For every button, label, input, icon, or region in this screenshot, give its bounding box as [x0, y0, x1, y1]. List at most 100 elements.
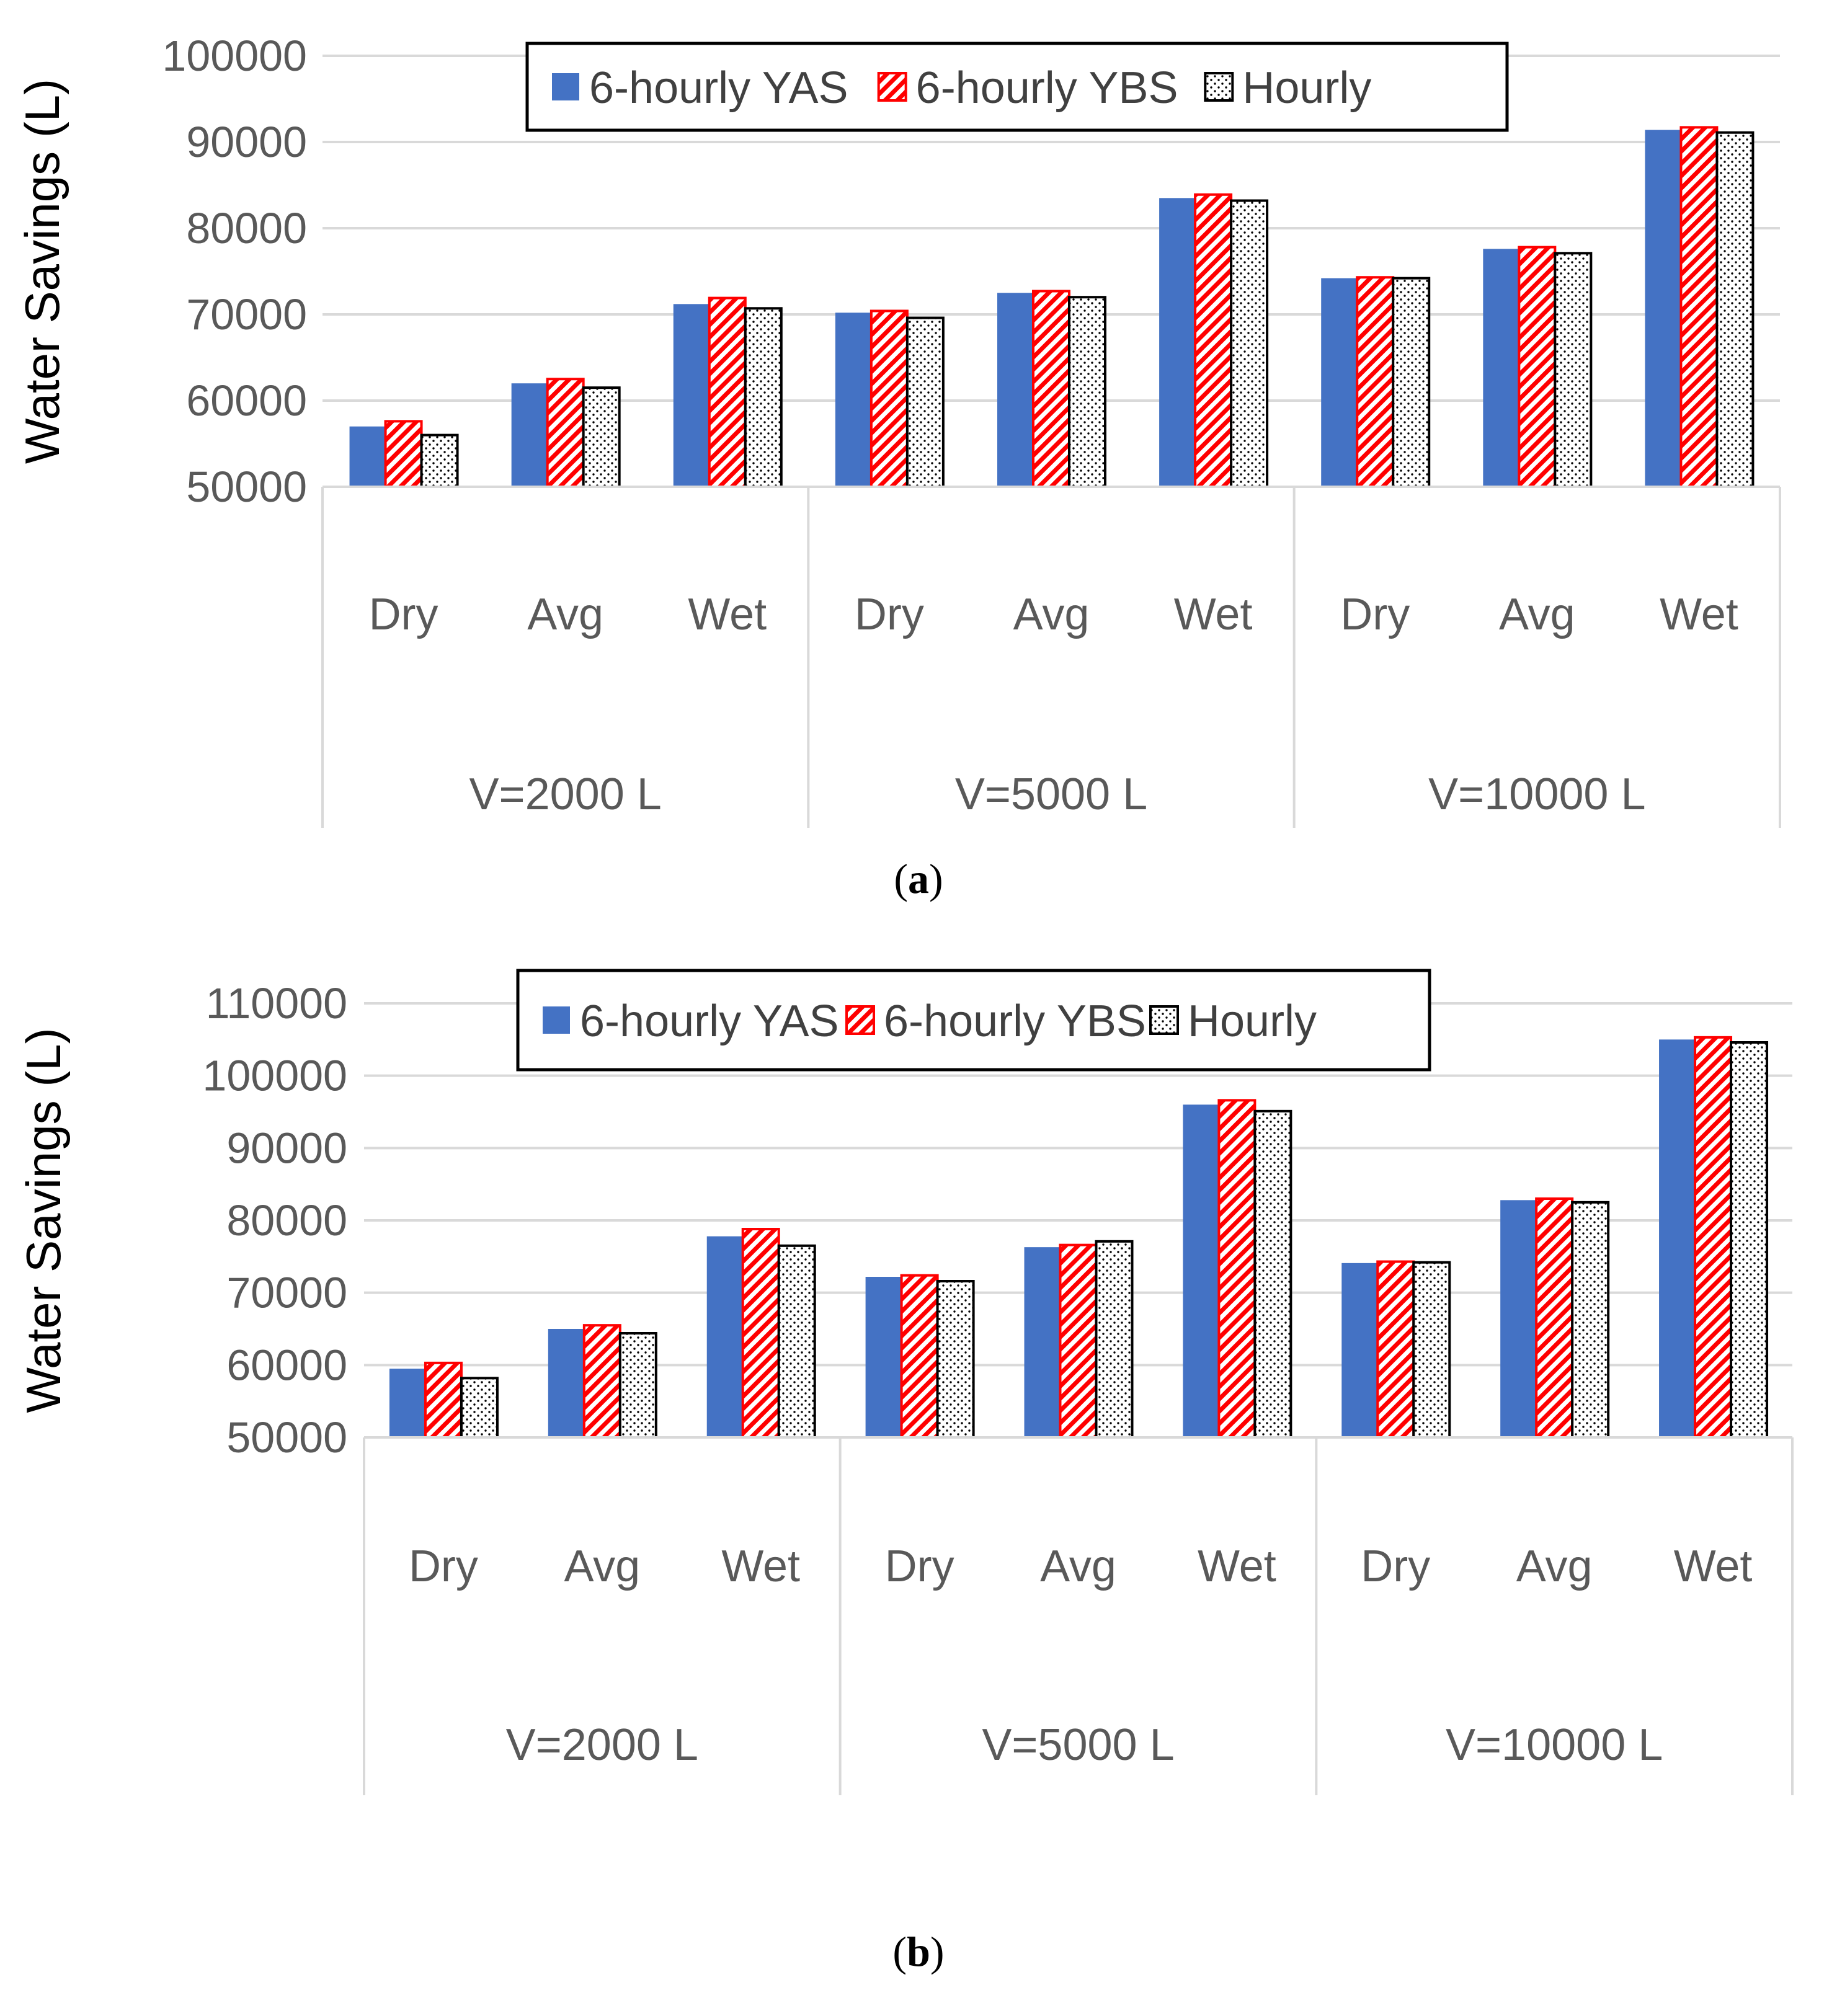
bar-6-hourly-ybs: [546, 378, 585, 488]
figure-caption: (b): [892, 1928, 944, 1975]
bar-6-hourly-yas: [1659, 1039, 1696, 1437]
bar-6-hourly-yas: [1321, 278, 1358, 487]
bar-hourly: [1230, 199, 1269, 488]
group-label: V=2000 L: [469, 770, 662, 819]
y-tick-label: 80000: [186, 204, 307, 252]
bar-hourly: [936, 1280, 975, 1439]
bar-6-hourly-yas: [349, 426, 386, 487]
figure-caption: (a): [894, 855, 943, 902]
bar-6-hourly-ybs: [582, 1324, 621, 1439]
bar-6-hourly-ybs: [424, 1361, 463, 1439]
category-label: Dry: [1340, 590, 1410, 639]
legend-swatch: [552, 73, 579, 100]
bar-hourly: [1571, 1201, 1610, 1439]
bar-6-hourly-ybs: [1679, 126, 1719, 488]
legend-label: 6-hourly YAS: [589, 63, 848, 113]
bar-6-hourly-yas: [865, 1277, 902, 1437]
bar-6-hourly-ybs: [1518, 246, 1557, 488]
legend: 6-hourly YAS 6-hourly YBS Hourly: [525, 42, 1509, 132]
bar-6-hourly-yas: [1159, 198, 1196, 487]
bar-hourly: [420, 433, 459, 488]
bar-6-hourly-yas: [1645, 130, 1681, 487]
bar-6-hourly-ybs: [1194, 193, 1233, 488]
group-label: V=10000 L: [1446, 1720, 1663, 1770]
category-label: Wet: [688, 590, 767, 639]
bar-6-hourly-yas: [548, 1329, 584, 1437]
bar-6-hourly-ybs: [1535, 1197, 1574, 1439]
category-label: Avg: [1516, 1542, 1593, 1591]
legend-label: Hourly: [1242, 63, 1371, 113]
y-tick-label: 50000: [186, 463, 307, 511]
y-tick-label: 60000: [186, 376, 307, 425]
bar-6-hourly-ybs: [1694, 1036, 1733, 1439]
y-tick-label: 80000: [226, 1196, 347, 1245]
category-label: Wet: [1174, 590, 1253, 639]
category-label: Wet: [1674, 1542, 1753, 1591]
bar-6-hourly-ybs: [708, 296, 747, 488]
bar-6-hourly-ybs: [1356, 276, 1395, 488]
legend-label: 6-hourly YBS: [916, 63, 1178, 113]
group-label: V=5000 L: [982, 1720, 1174, 1770]
category-label: Avg: [527, 590, 603, 639]
bar-hourly: [618, 1332, 657, 1439]
bar-hourly: [1715, 131, 1755, 488]
bar-6-hourly-ybs: [870, 309, 909, 488]
category-label: Avg: [564, 1542, 640, 1591]
legend-swatch: [845, 1005, 875, 1035]
category-label: Wet: [1198, 1542, 1276, 1591]
legend-swatch: [543, 1006, 570, 1034]
bar-6-hourly-yas: [1183, 1104, 1219, 1437]
category-label: Wet: [721, 1542, 800, 1591]
bar-hourly: [460, 1377, 499, 1439]
group-label: V=10000 L: [1428, 770, 1645, 819]
bar-hourly: [1068, 296, 1106, 488]
category-label: Dry: [855, 590, 924, 639]
legend: 6-hourly YAS 6-hourly YBS Hourly: [516, 969, 1431, 1072]
legend-swatch: [1204, 72, 1234, 102]
legend-box: [516, 969, 1431, 1072]
category-label: Wet: [1660, 590, 1738, 639]
bar-6-hourly-yas: [1024, 1247, 1061, 1437]
y-axis-title: Water Savings (L): [16, 1028, 71, 1413]
category-label: Dry: [409, 1542, 478, 1591]
legend-swatch: [877, 72, 907, 102]
bar-hourly: [744, 307, 783, 488]
group-label: V=2000 L: [506, 1720, 698, 1770]
bar-hourly: [905, 316, 945, 488]
y-tick-label: 60000: [226, 1341, 347, 1389]
category-label: Avg: [1499, 590, 1575, 639]
bar-hourly: [1554, 252, 1593, 488]
category-label: Dry: [885, 1542, 954, 1591]
bar-6-hourly-yas: [835, 313, 871, 487]
bar-6-hourly-yas: [1341, 1263, 1378, 1437]
bar-6-hourly-ybs: [1032, 290, 1070, 488]
bar-hourly: [1730, 1041, 1769, 1439]
bar-6-hourly-ybs: [1217, 1099, 1257, 1439]
y-tick-label: 110000: [206, 979, 347, 1028]
legend-swatch: [1149, 1005, 1179, 1035]
y-tick-label: 100000: [162, 32, 307, 80]
legend-label: 6-hourly YAS: [580, 997, 839, 1046]
chart-b: 110000 100000 90000 80000 70000 60000 50000 Wat…: [16, 969, 1794, 1975]
bar-6-hourly-ybs: [384, 420, 423, 488]
y-tick-label: 90000: [226, 1124, 347, 1172]
bar-6-hourly-ybs: [1059, 1243, 1098, 1439]
bar-6-hourly-ybs: [900, 1274, 939, 1439]
y-axis-title: Water Savings (L): [15, 79, 69, 464]
bar-hourly: [582, 386, 621, 489]
bar-hourly: [1253, 1109, 1292, 1439]
y-tick-label: 90000: [186, 118, 307, 166]
bar-6-hourly-yas: [1483, 249, 1519, 487]
bar-hourly: [1392, 277, 1431, 488]
legend-box: [525, 42, 1509, 132]
bar-6-hourly-yas: [673, 304, 709, 487]
y-tick-label: 70000: [226, 1269, 347, 1317]
bar-hourly: [777, 1244, 816, 1439]
bar-6-hourly-ybs: [1376, 1260, 1415, 1439]
y-tick-label: 70000: [186, 290, 307, 339]
bar-hourly: [1095, 1240, 1134, 1439]
chart-a: 100000 90000 80000 70000 60000 50000 Water Sav…: [15, 32, 1781, 902]
bar-6-hourly-yas: [1500, 1200, 1537, 1437]
bar-6-hourly-yas: [706, 1236, 743, 1437]
